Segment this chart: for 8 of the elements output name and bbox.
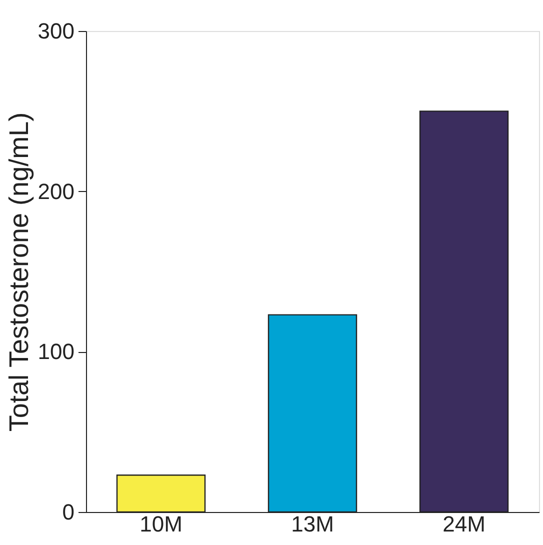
y-tick-label: 200 (38, 178, 74, 204)
x-tick-label: 13M (291, 512, 334, 536)
y-tick-label: 0 (62, 500, 74, 524)
y-axis-title: Total Testosterone (ng/mL) (4, 112, 34, 432)
x-tick-label: 24M (442, 512, 486, 536)
y-tick-label: 300 (38, 18, 74, 44)
y-tick-label: 100 (38, 339, 74, 364)
x-tick-label: 10M (140, 512, 182, 536)
